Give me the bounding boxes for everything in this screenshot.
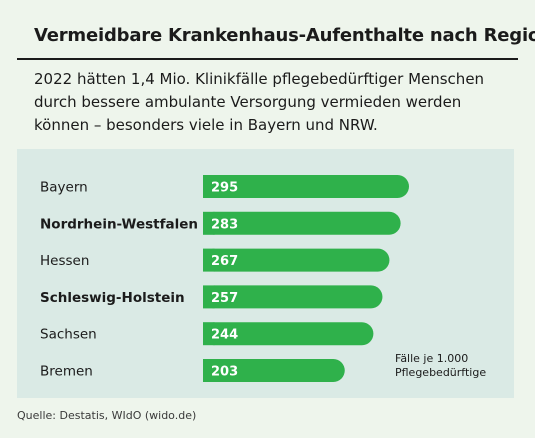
value-label-hessen: 267: [211, 254, 238, 269]
value-label-bayern: 295: [211, 181, 238, 196]
bar-start-bremen: [203, 359, 215, 382]
bar-bremen: [203, 359, 345, 382]
chart-subtitle: 2022 hätten 1,4 Mio. Klinikfälle pflegeb…: [34, 70, 485, 134]
bar-bayern: [203, 175, 409, 198]
category-label-nordrhein-westfalen: Nordrhein-Westfalen: [40, 216, 198, 232]
bar-sachsen: [203, 322, 374, 346]
bar-start-schleswig-holstein: [203, 285, 215, 309]
category-label-bayern: Bayern: [40, 180, 88, 196]
bar-start-hessen: [203, 248, 215, 272]
unit-label: Fälle je 1.000 Pflegebedürftige: [395, 352, 486, 380]
bar-start-nordrhein-westfalen: [203, 211, 215, 235]
unit-label-line2: Pflegebedürftige: [395, 366, 487, 379]
value-label-schleswig-holstein: 257: [211, 291, 238, 306]
value-label-bremen: 203: [211, 365, 238, 380]
category-label-sachsen: Sachsen: [40, 327, 97, 343]
bar-schleswig-holstein: [203, 285, 383, 309]
bar-nordrhein-westfalen: [203, 211, 401, 235]
category-label-schleswig-holstein: Schleswig-Holstein: [40, 290, 185, 306]
unit-label-line1: Fälle je 1.000: [395, 352, 469, 365]
chart-title: Vermeidbare Krankenhaus-Aufenthalte nach…: [34, 25, 535, 46]
source-note: Quelle: Destatis, WIdO (wido.de): [17, 409, 197, 422]
bar-hessen: [203, 248, 390, 272]
category-label-hessen: Hessen: [40, 253, 89, 269]
title-divider: [17, 58, 518, 60]
value-label-sachsen: 244: [211, 328, 238, 343]
category-label-bremen: Bremen: [40, 364, 93, 380]
bar-start-sachsen: [203, 322, 215, 346]
value-label-nordrhein-westfalen: 283: [211, 217, 238, 232]
bar-start-bayern: [203, 175, 215, 198]
